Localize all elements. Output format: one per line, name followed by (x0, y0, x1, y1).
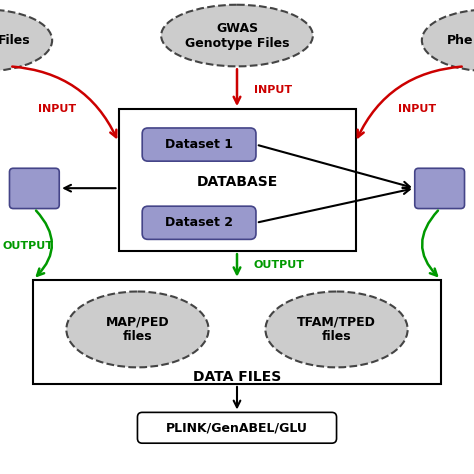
Ellipse shape (66, 292, 209, 367)
Bar (118, 109, 356, 251)
Text: OUTPUT: OUTPUT (2, 241, 54, 252)
Text: INPUT: INPUT (398, 104, 436, 114)
Ellipse shape (161, 5, 313, 66)
Text: TFAM/TPED
files: TFAM/TPED files (297, 315, 376, 344)
Ellipse shape (0, 9, 52, 71)
Text: OUTPUT: OUTPUT (254, 260, 305, 271)
Text: DATABASE: DATABASE (196, 175, 278, 190)
FancyBboxPatch shape (9, 168, 59, 209)
Text: Phe: Phe (447, 34, 473, 47)
Bar (33, 280, 441, 384)
Text: Dataset 1: Dataset 1 (165, 138, 233, 151)
Ellipse shape (422, 9, 474, 71)
Text: PLINK/GenABEL/GLU: PLINK/GenABEL/GLU (166, 421, 308, 434)
FancyBboxPatch shape (142, 206, 256, 239)
FancyBboxPatch shape (142, 128, 256, 161)
Text: DATA FILES: DATA FILES (193, 370, 281, 384)
Ellipse shape (265, 292, 408, 367)
FancyBboxPatch shape (415, 168, 465, 209)
Text: MAP/PED
files: MAP/PED files (106, 315, 169, 344)
Text: INPUT: INPUT (254, 85, 292, 95)
Text: GWAS
Genotype Files: GWAS Genotype Files (185, 21, 289, 50)
Text: Files: Files (0, 34, 30, 47)
Text: Dataset 2: Dataset 2 (165, 216, 233, 229)
FancyBboxPatch shape (137, 412, 337, 443)
Text: INPUT: INPUT (38, 104, 76, 114)
